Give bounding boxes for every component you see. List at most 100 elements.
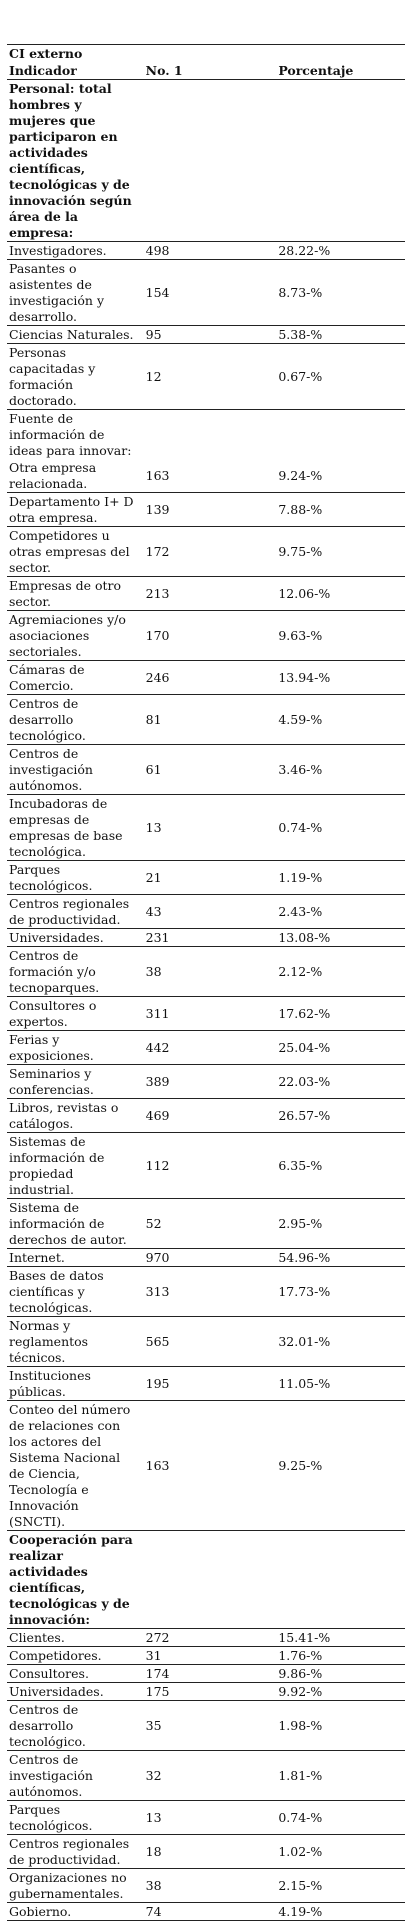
row-number: 172 — [139, 526, 273, 577]
table-row: Incubadoras de empresas de empresas de b… — [7, 794, 405, 861]
table-row: Internet. 970 54.96-% — [7, 1248, 405, 1267]
row-number: 13 — [139, 794, 273, 861]
row-indicator: Consultores. — [7, 1664, 140, 1683]
table-title: CI externo — [7, 44, 405, 62]
row-indicator: Centros de investigación autónomos. — [7, 744, 140, 795]
table-row: Consultores o expertos. 311 17.62-% — [7, 996, 405, 1031]
row-number: 139 — [139, 492, 273, 527]
table-row: Competidores u otras empresas del sector… — [7, 526, 405, 577]
row-percentage: 1.02-% — [272, 1834, 405, 1869]
row-indicator: Personas capacitadas y formación doctora… — [7, 343, 140, 410]
row-indicator: Centros de desarrollo tecnológico. — [7, 1700, 140, 1751]
row-number: 970 — [139, 1248, 273, 1267]
table-row: Empresas de otro sector. 213 12.06-% — [7, 576, 405, 611]
row-number: 31 — [139, 1646, 273, 1665]
row-number: 38 — [139, 946, 273, 997]
row-number: 442 — [139, 1030, 273, 1065]
row-percentage: 9.25-% — [272, 1400, 405, 1531]
row-number: 35 — [139, 1700, 273, 1751]
table-row: Clientes. 272 15.41-% — [7, 1628, 405, 1647]
row-percentage: 0.74-% — [272, 794, 405, 861]
table-row: Centros de desarrollo tecnológico. 35 1.98… — [7, 1700, 405, 1751]
row-percentage: 25.04-% — [272, 1030, 405, 1065]
table-row: Centros regionales de productividad. 18 1.… — [7, 1834, 405, 1869]
row-percentage: 9.24-% — [272, 459, 405, 493]
title-row: CI externo — [7, 44, 405, 62]
row-number: 498 — [139, 241, 273, 260]
indicator-table: CI externo Indicador No. 1 Porcentaje Pe… — [7, 44, 405, 1921]
row-indicator: Centros de investigación autónomos. — [7, 1750, 140, 1801]
header-percentage: Porcentaje — [272, 62, 405, 80]
row-percentage: 28.22-% — [272, 241, 405, 260]
row-indicator: Universidades. — [7, 1682, 140, 1701]
row-indicator: Conteo del número de relaciones con los … — [7, 1400, 140, 1531]
row-indicator: Sistema de información de derechos de au… — [7, 1198, 140, 1249]
row-percentage: 2.95-% — [272, 1198, 405, 1249]
row-percentage: 2.15-% — [272, 1868, 405, 1903]
row-number: 469 — [139, 1098, 273, 1133]
row-indicator: Empresas de otro sector. — [7, 576, 140, 611]
row-number: 52 — [139, 1198, 273, 1249]
table-row: Centros de desarrollo tecnológico. 81 4.59… — [7, 694, 405, 745]
section-personal-title: Personal: total hombres y mujeres que pa… — [7, 79, 140, 242]
row-indicator: Departamento I+ D otra empresa. — [7, 492, 140, 527]
row-number: 213 — [139, 576, 273, 611]
row-indicator: Libros, revistas o catálogos. — [7, 1098, 140, 1133]
row-percentage: 1.19-% — [272, 860, 405, 895]
row-percentage: 32.01-% — [272, 1316, 405, 1367]
row-indicator: Agremiaciones y/o asociaciones sectorial… — [7, 610, 140, 661]
row-number: 565 — [139, 1316, 273, 1367]
table-row: Departamento I+ D otra empresa. 139 7.88-% — [7, 492, 405, 527]
row-indicator: Internet. — [7, 1248, 140, 1267]
table-row: Agremiaciones y/o asociaciones sectorial… — [7, 610, 405, 661]
table-row: Consultores. 174 9.86-% — [7, 1664, 405, 1683]
row-indicator: Normas y reglamentos técnicos. — [7, 1316, 140, 1367]
row-number: 272 — [139, 1628, 273, 1647]
row-percentage: 0.67-% — [272, 343, 405, 410]
row-percentage: 8.73-% — [272, 259, 405, 326]
row-indicator: Otra empresa relacionada. — [7, 459, 140, 493]
table-row: Centros regionales de productividad. 43 2.… — [7, 894, 405, 929]
row-indicator: Bases de datos científicas y tecnológica… — [7, 1266, 140, 1317]
row-indicator: Universidades. — [7, 928, 140, 947]
table-row: Bases de datos científicas y tecnológica… — [7, 1266, 405, 1317]
row-number: 170 — [139, 610, 273, 661]
row-percentage: 2.12-% — [272, 946, 405, 997]
row-percentage: 3.46-% — [272, 744, 405, 795]
row-indicator: Parques tecnológicos. — [7, 1800, 140, 1835]
table-row: Sistemas de información de propiedad ind… — [7, 1132, 405, 1199]
table-row: Universidades. 175 9.92-% — [7, 1682, 405, 1701]
table-row: Centros de investigación autónomos. 61 3.4… — [7, 744, 405, 795]
table-row: Parques tecnológicos. 13 0.74-% — [7, 1800, 405, 1835]
table-row: Gobierno. 74 4.19-% — [7, 1902, 405, 1921]
row-indicator: Cámaras de Comercio. — [7, 660, 140, 695]
row-percentage: 2.43-% — [272, 894, 405, 929]
row-number: 32 — [139, 1750, 273, 1801]
row-indicator: Clientes. — [7, 1628, 140, 1647]
row-number: 246 — [139, 660, 273, 695]
row-number: 163 — [139, 459, 273, 493]
table-row: Cámaras de Comercio. 246 13.94-% — [7, 660, 405, 695]
row-percentage: 13.08-% — [272, 928, 405, 947]
table-row: Ferias y exposiciones. 442 25.04-% — [7, 1030, 405, 1065]
row-indicator: Ciencias Naturales. — [7, 325, 140, 344]
row-number: 61 — [139, 744, 273, 795]
section-sources-title-row: Fuente de información de ideas para inno… — [7, 410, 405, 460]
row-percentage: 1.76-% — [272, 1646, 405, 1665]
row-number: 195 — [139, 1366, 273, 1401]
row-number: 95 — [139, 325, 273, 344]
row-indicator: Pasantes o asistentes de investigación y… — [7, 259, 140, 326]
row-indicator: Centros de formación y/o tecnoparques. — [7, 946, 140, 997]
row-percentage: 6.35-% — [272, 1132, 405, 1199]
header-indicator: Indicador — [7, 62, 140, 80]
table-row: Seminarios y conferencias. 389 22.03-% — [7, 1064, 405, 1099]
row-percentage: 9.92-% — [272, 1682, 405, 1701]
table-row: Organizaciones no gubernamentales. 38 2.15… — [7, 1868, 405, 1903]
row-number: 43 — [139, 894, 273, 929]
table-row: Competidores. 31 1.76-% — [7, 1646, 405, 1665]
row-number: 112 — [139, 1132, 273, 1199]
table-row: Ciencias Naturales. 95 5.38-% — [7, 325, 405, 344]
row-indicator: Organizaciones no gubernamentales. — [7, 1868, 140, 1903]
row-indicator: Seminarios y conferencias. — [7, 1064, 140, 1099]
table-row: Centros de formación y/o tecnoparques. 38… — [7, 946, 405, 997]
